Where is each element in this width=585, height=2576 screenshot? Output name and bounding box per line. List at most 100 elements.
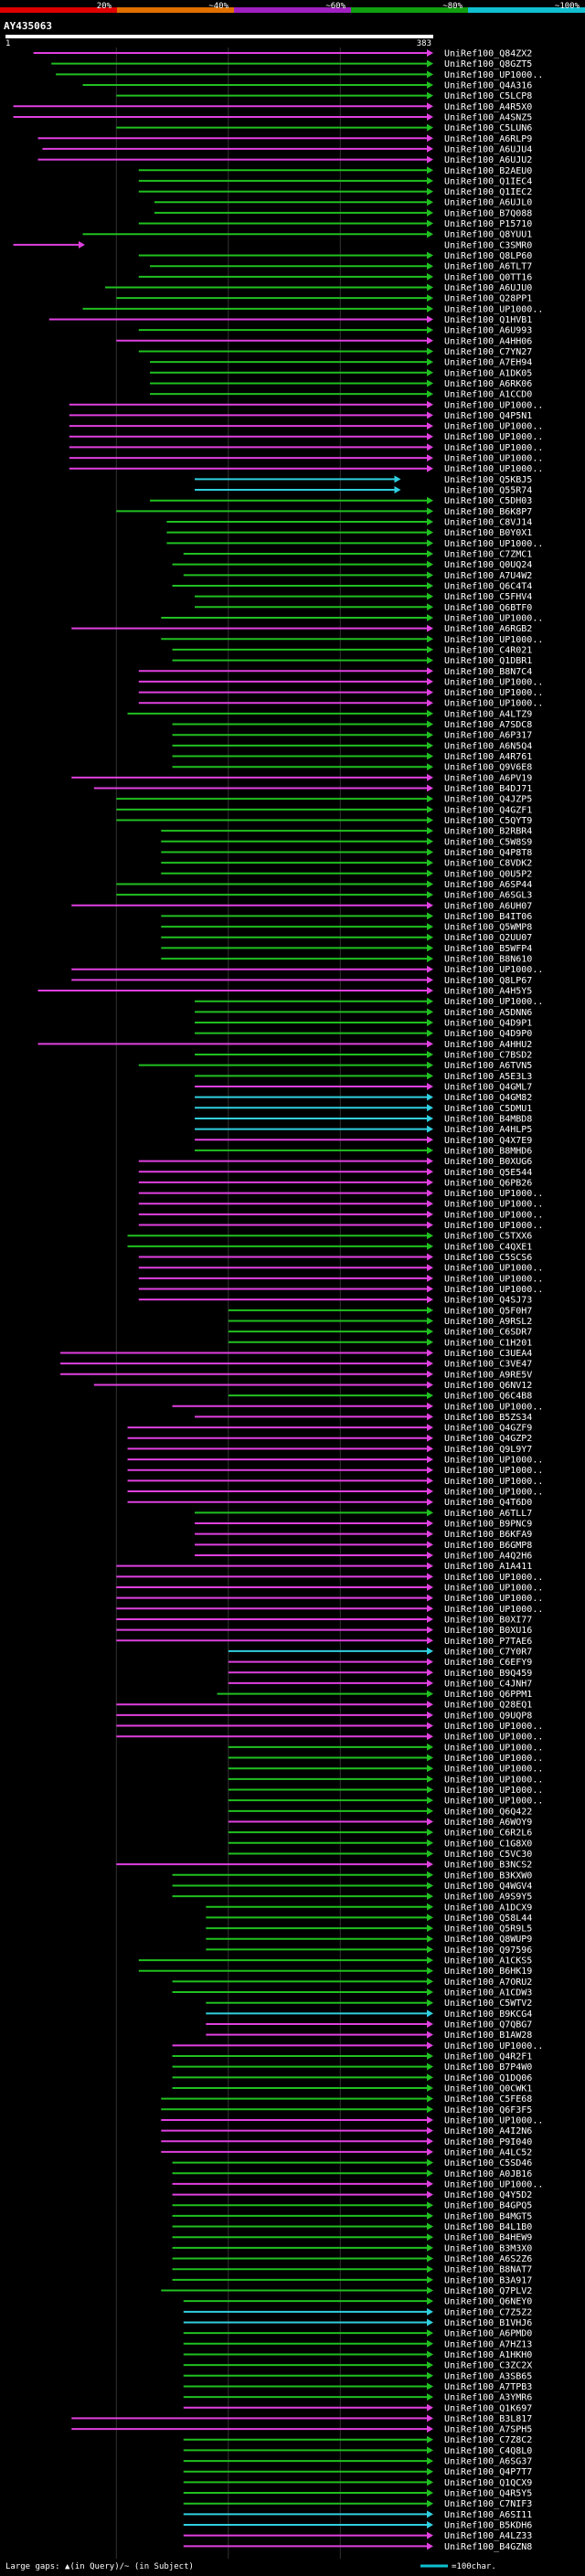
hit-label[interactable]: UniRef100_Q4X7E9 — [444, 1136, 532, 1146]
hit-label[interactable]: UniRef100_Q4R2F1 — [444, 2052, 532, 2062]
hit-label[interactable]: UniRef100_B3M3X0 — [444, 2243, 532, 2253]
hit-label[interactable]: UniRef100_B4DJ71 — [444, 784, 532, 794]
hit-label[interactable]: UniRef100_B6KFA9 — [444, 1530, 532, 1540]
hit-label[interactable]: UniRef100_B6K8P7 — [444, 507, 532, 517]
hit-label[interactable]: UniRef100_A6RGB2 — [444, 624, 532, 634]
hit-label[interactable]: UniRef100_Q1DQ06 — [444, 2073, 532, 2083]
hit-label[interactable]: UniRef100_A7HZ13 — [444, 2339, 532, 2349]
hit-label[interactable]: UniRef100_UP1000.. — [444, 1488, 543, 1498]
hit-label[interactable]: UniRef100_Q5E544 — [444, 1168, 532, 1178]
hit-label[interactable]: UniRef100_UP1000.. — [444, 1274, 543, 1284]
hit-label[interactable]: UniRef100_Q5KBJ5 — [444, 475, 532, 485]
hit-label[interactable]: UniRef100_A1CDW3 — [444, 1988, 532, 1998]
hit-label[interactable]: UniRef100_Q8GZT5 — [444, 59, 532, 69]
hit-label[interactable]: UniRef100_A6PMD0 — [444, 2329, 532, 2339]
hit-label[interactable]: UniRef100_B3KXW0 — [444, 1871, 532, 1881]
hit-label[interactable]: UniRef100_A4LTZ9 — [444, 709, 532, 719]
hit-label[interactable]: UniRef100_A4I2N6 — [444, 2126, 532, 2136]
hit-label[interactable]: UniRef100_B7Q088 — [444, 208, 532, 218]
hit-label[interactable]: UniRef100_A6UH07 — [444, 901, 532, 911]
hit-label[interactable]: UniRef100_C6R2L6 — [444, 1829, 532, 1839]
hit-label[interactable]: UniRef100_B0XI77 — [444, 1615, 532, 1625]
hit-label[interactable]: UniRef100_UP1000.. — [444, 422, 543, 432]
hit-label[interactable]: UniRef100_A0JB16 — [444, 2169, 532, 2179]
hit-label[interactable]: UniRef100_A5DNN6 — [444, 1008, 532, 1018]
hit-label[interactable]: UniRef100_Q0U5P2 — [444, 869, 532, 879]
hit-label[interactable]: UniRef100_Q8LP67 — [444, 976, 532, 986]
hit-label[interactable]: UniRef100_Q6NV12 — [444, 1381, 532, 1391]
hit-label[interactable]: UniRef100_C1H201 — [444, 1338, 532, 1348]
hit-label[interactable]: UniRef100_C3SMR0 — [444, 240, 532, 250]
hit-label[interactable]: UniRef100_C5VC30 — [444, 1850, 532, 1860]
hit-label[interactable]: UniRef100_C5TXX6 — [444, 1232, 532, 1242]
hit-label[interactable]: UniRef100_UP1000.. — [444, 1775, 543, 1785]
hit-label[interactable]: UniRef100_Q6F3F5 — [444, 2105, 532, 2115]
hit-label[interactable]: UniRef100_A6WOY9 — [444, 1818, 532, 1828]
hit-label[interactable]: UniRef100_A9S9Y5 — [444, 1892, 532, 1903]
hit-label[interactable]: UniRef100_Q0TT16 — [444, 272, 532, 282]
hit-label[interactable]: UniRef100_UP1000.. — [444, 1200, 543, 1210]
hit-label[interactable]: UniRef100_A6TVN5 — [444, 1061, 532, 1071]
hit-label[interactable]: UniRef100_B5KDH6 — [444, 2521, 532, 2531]
hit-label[interactable]: UniRef100_A1DCX9 — [444, 1903, 532, 1913]
hit-label[interactable]: UniRef100_B4L1B0 — [444, 2222, 532, 2232]
hit-label[interactable]: UniRef100_Q5F0H7 — [444, 1306, 532, 1316]
hit-label[interactable]: UniRef100_Q84ZX2 — [444, 49, 532, 59]
hit-label[interactable]: UniRef100_Q4GZP2 — [444, 1434, 532, 1444]
hit-label[interactable]: UniRef100_B6HK19 — [444, 1966, 532, 1977]
hit-label[interactable]: UniRef100_A4H5Y5 — [444, 987, 532, 997]
hit-label[interactable]: UniRef100_C5DH03 — [444, 496, 532, 506]
hit-label[interactable]: UniRef100_A6UJU2 — [444, 155, 532, 165]
hit-label[interactable]: UniRef100_C5DMU1 — [444, 1104, 532, 1114]
hit-label[interactable]: UniRef100_A7SPH5 — [444, 2425, 532, 2435]
hit-label[interactable]: UniRef100_UP1000.. — [444, 70, 543, 80]
hit-label[interactable]: UniRef100_Q5WMP8 — [444, 923, 532, 933]
hit-label[interactable]: UniRef100_UP1000.. — [444, 304, 543, 314]
hit-label[interactable]: UniRef100_UP1000.. — [444, 997, 543, 1007]
hit-label[interactable]: UniRef100_A6RLP9 — [444, 134, 532, 144]
hit-label[interactable]: UniRef100_A3YMR6 — [444, 2393, 532, 2403]
hit-label[interactable]: UniRef100_A4SNZ5 — [444, 112, 532, 122]
hit-label[interactable]: UniRef100_UP1000.. — [444, 699, 543, 709]
hit-label[interactable]: UniRef100_Q9V6E8 — [444, 763, 532, 773]
hit-label[interactable]: UniRef100_C4R021 — [444, 645, 532, 655]
hit-label[interactable]: UniRef100_Q28PP1 — [444, 294, 532, 304]
hit-label[interactable]: UniRef100_C5FE68 — [444, 2094, 532, 2104]
hit-label[interactable]: UniRef100_A7U4W2 — [444, 571, 532, 581]
hit-label[interactable]: UniRef100_A4Q2H6 — [444, 1552, 532, 1562]
hit-label[interactable]: UniRef100_UP1000.. — [444, 2179, 543, 2189]
hit-label[interactable]: UniRef100_A7ORU2 — [444, 1977, 532, 1988]
hit-label[interactable]: UniRef100_A6U993 — [444, 326, 532, 336]
hit-label[interactable]: UniRef100_UP1000.. — [444, 464, 543, 474]
hit-label[interactable]: UniRef100_A6UJL0 — [444, 198, 532, 208]
hit-label[interactable]: UniRef100_A6TLT7 — [444, 262, 532, 272]
hit-label[interactable]: UniRef100_UP1000.. — [444, 1456, 543, 1466]
hit-label[interactable]: UniRef100_A4LC52 — [444, 2147, 532, 2157]
hit-label[interactable]: UniRef100_B6GMP8 — [444, 1541, 532, 1551]
hit-label[interactable]: UniRef100_Q7PLV2 — [444, 2286, 532, 2296]
hit-label[interactable]: UniRef100_A6P317 — [444, 731, 532, 741]
hit-label[interactable]: UniRef100_B2AEU0 — [444, 166, 532, 176]
hit-label[interactable]: UniRef100_UP1000.. — [444, 1733, 543, 1743]
hit-label[interactable]: UniRef100_UP1000.. — [444, 2115, 543, 2125]
hit-label[interactable]: UniRef100_A9RE5V — [444, 1370, 532, 1380]
hit-label[interactable]: UniRef100_A3SB65 — [444, 2371, 532, 2381]
hit-label[interactable]: UniRef100_UP1000.. — [444, 432, 543, 442]
hit-label[interactable]: UniRef100_Q4P7T7 — [444, 2467, 532, 2477]
hit-label[interactable]: UniRef100_Q7QBG7 — [444, 2020, 532, 2030]
hit-label[interactable]: UniRef100_Q1IEC4 — [444, 176, 532, 186]
hit-label[interactable]: UniRef100_Q4Y5D2 — [444, 2190, 532, 2200]
hit-label[interactable]: UniRef100_Q6Q422 — [444, 1807, 532, 1817]
hit-label[interactable]: UniRef100_A1CCD0 — [444, 390, 532, 400]
hit-label[interactable]: UniRef100_Q9UQP8 — [444, 1711, 532, 1721]
hit-label[interactable]: UniRef100_A6SI11 — [444, 2510, 532, 2520]
hit-label[interactable]: UniRef100_B8MHD6 — [444, 1146, 532, 1156]
hit-label[interactable]: UniRef100_C8VJ14 — [444, 518, 532, 528]
hit-label[interactable]: UniRef100_P9I040 — [444, 2137, 532, 2147]
hit-label[interactable]: UniRef100_UP1000.. — [444, 454, 543, 464]
hit-label[interactable]: UniRef100_Q1HVB1 — [444, 315, 532, 325]
hit-label[interactable]: UniRef100_UP1000.. — [444, 1466, 543, 1476]
hit-label[interactable]: UniRef100_UP1000.. — [444, 965, 543, 975]
hit-label[interactable]: UniRef100_A6UJU0 — [444, 283, 532, 293]
hit-label[interactable]: UniRef100_Q4R5Y5 — [444, 2489, 532, 2499]
